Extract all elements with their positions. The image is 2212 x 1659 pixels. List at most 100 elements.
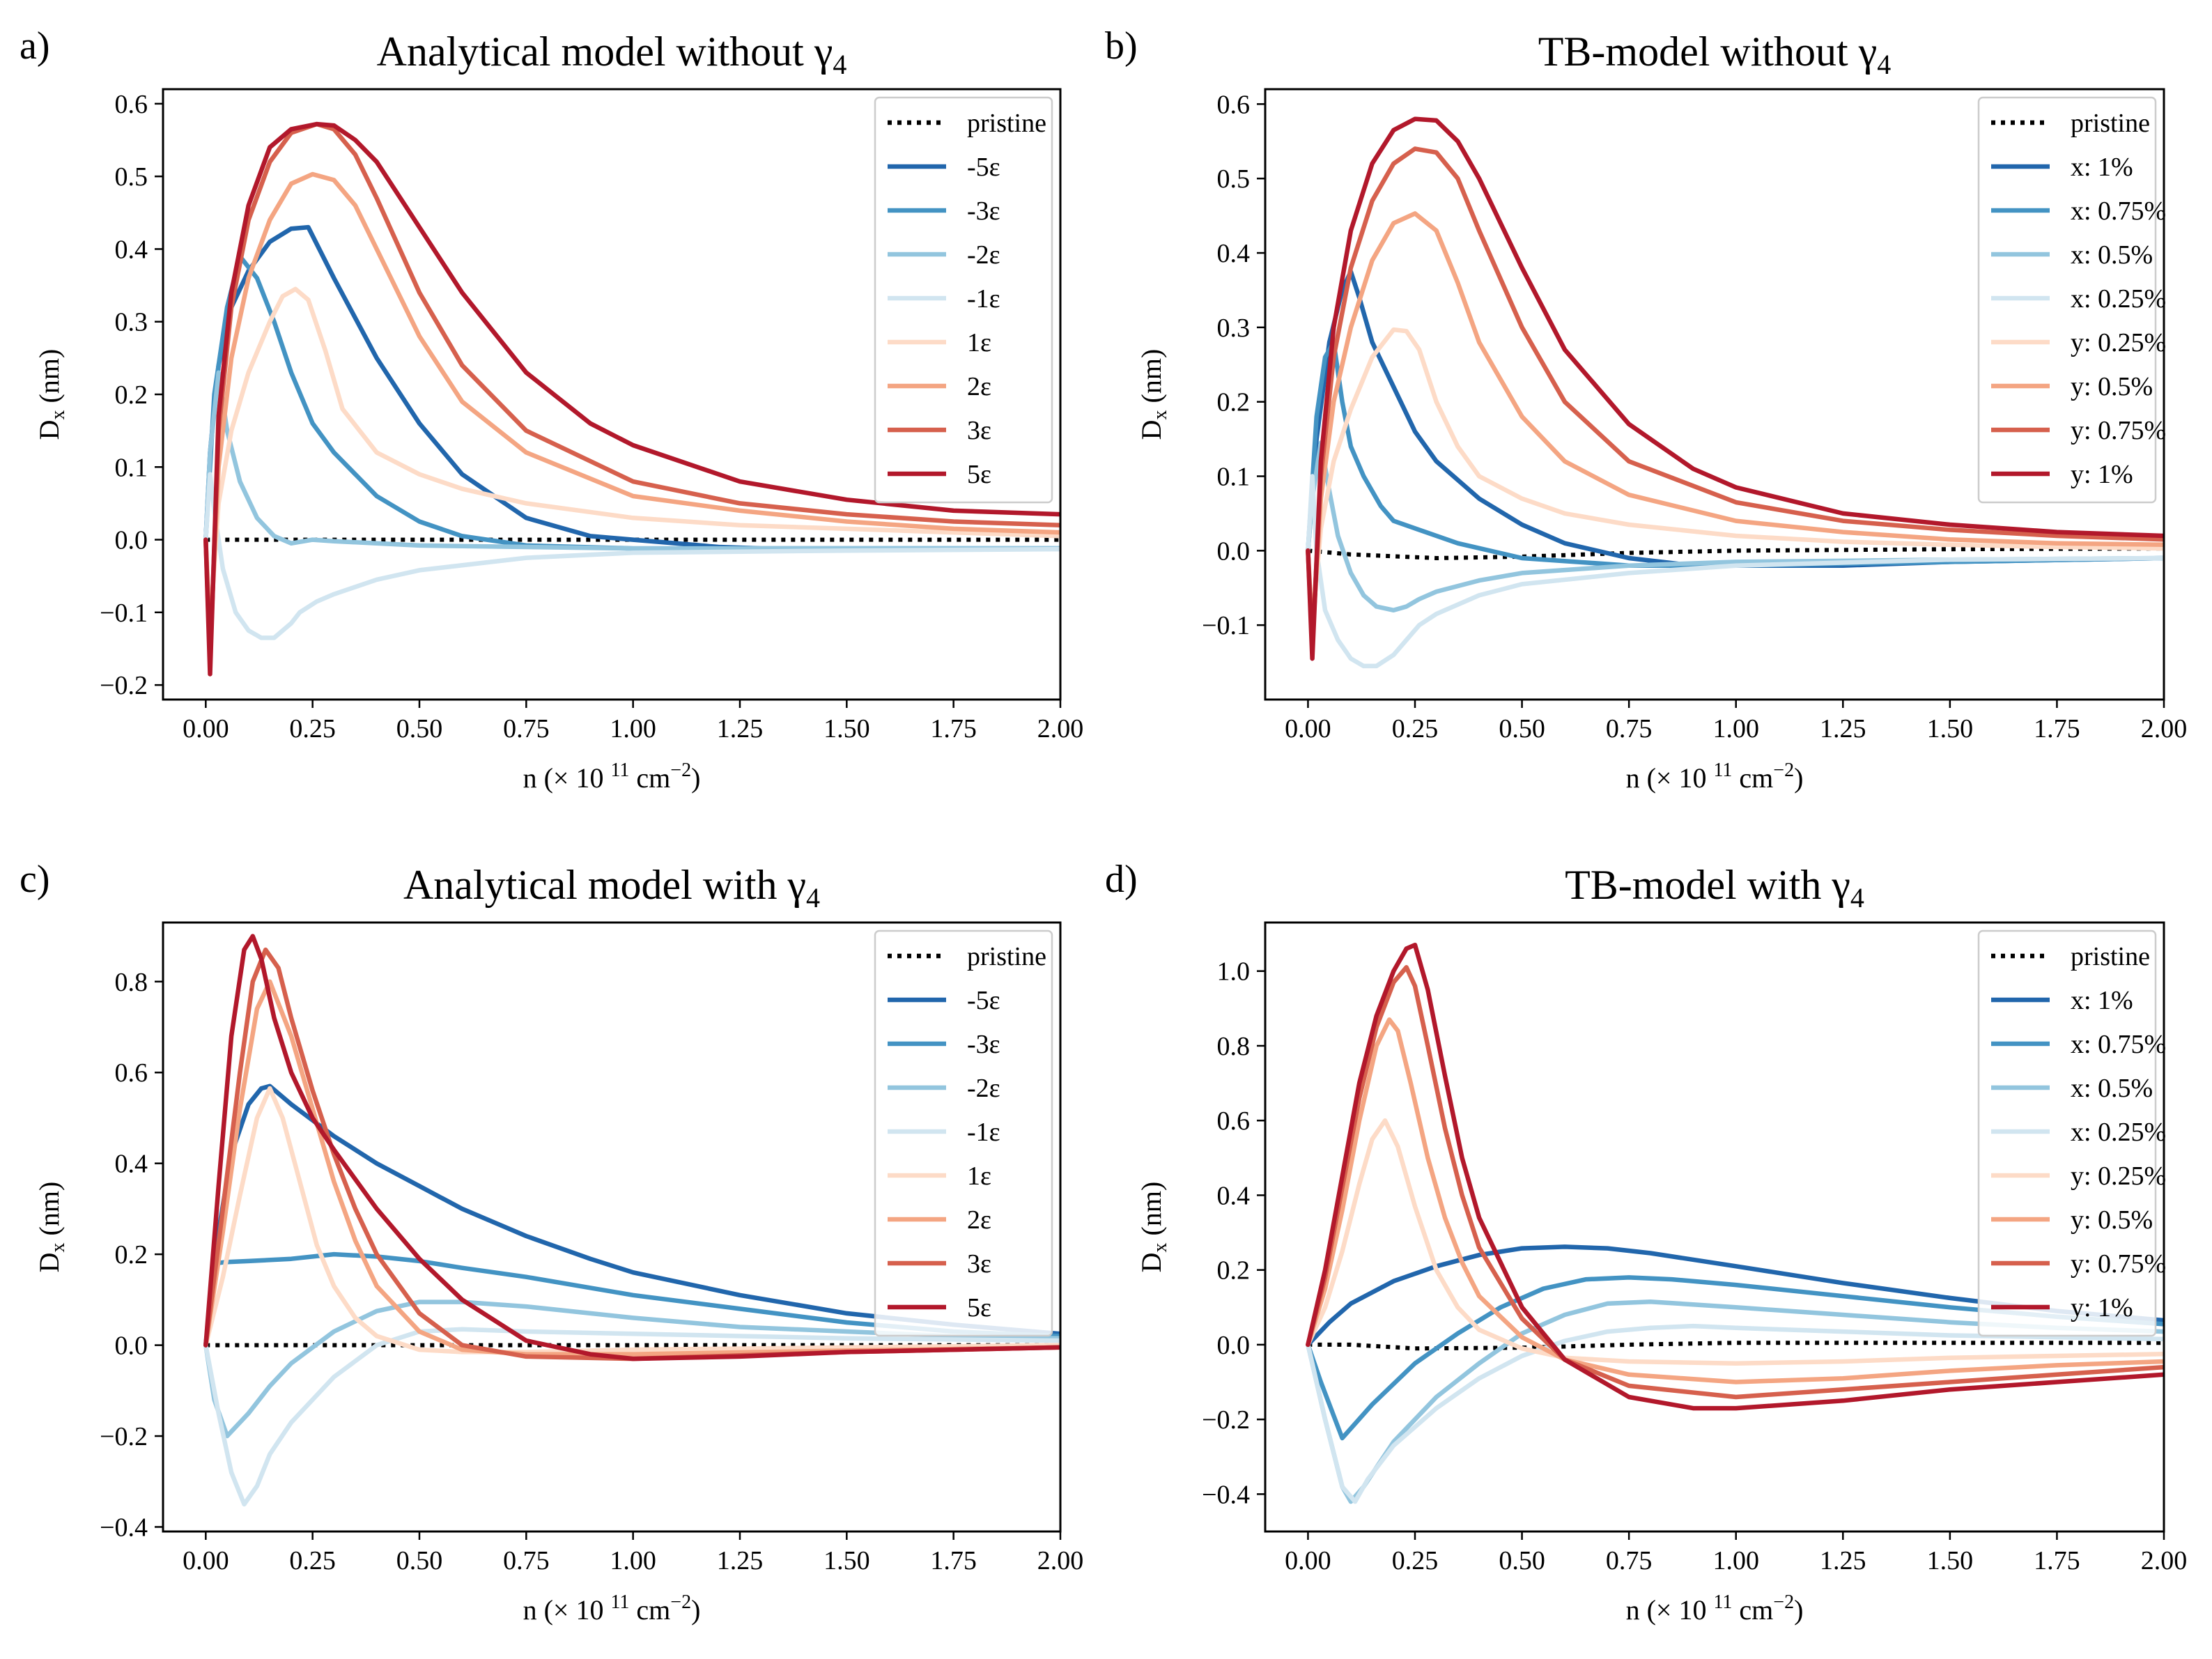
legend-label: x: 1% [2071, 986, 2133, 1015]
legend-label: x: 0.75% [2071, 196, 2166, 226]
legend-label: 5ε [967, 460, 991, 489]
legend-label: -1ε [967, 284, 1000, 314]
axes-frame [162, 921, 1062, 1533]
legend-label: -3ε [967, 196, 1000, 226]
x-tick-label: 0.50 [396, 1546, 443, 1575]
legend-box [874, 929, 1053, 1337]
y-tick-label: −0.1 [1202, 611, 1250, 640]
y-tick-label: −0.2 [100, 671, 148, 700]
series-line-4 [203, 1327, 1060, 1507]
x-tick-label: 1.75 [930, 1546, 977, 1575]
x-tick-label: 1.50 [1927, 1546, 1974, 1575]
y-tick-label: 0.6 [1217, 90, 1251, 119]
series-line-8 [1306, 942, 2164, 1411]
x-tick-label: 1.00 [1712, 1546, 1759, 1575]
series-line-8 [203, 934, 1060, 1361]
y-tick-label: −0.4 [100, 1513, 148, 1542]
legend-label: x: 0.25% [2071, 1118, 2166, 1147]
y-tick-label: 0.0 [115, 1332, 148, 1361]
legend-label: pristine [2071, 109, 2150, 138]
legend-label: 5ε [967, 1293, 991, 1322]
x-tick-label: 0.75 [1606, 1546, 1653, 1575]
panel-letter: c) [20, 858, 50, 901]
x-tick-label: 2.00 [1037, 714, 1084, 743]
series-line-5 [1306, 1118, 2164, 1366]
panel-d: d) TB-model with γ4 0.00 0.25 0.50 0.75 1.00 1.… [1105, 858, 2187, 1626]
x-tick-label: 0.25 [289, 714, 336, 743]
panel-c: c) Analytical model with γ4 0.00 0.25 0.50 0.… [20, 858, 1083, 1626]
x-axis-label: n (× 10 11 cm−2) [523, 759, 701, 794]
x-tick-label: 0.25 [1392, 714, 1439, 743]
x-tick-label: 1.25 [1820, 714, 1866, 743]
y-tick-label: −0.2 [100, 1422, 148, 1451]
x-tick-label: 2.00 [2141, 1546, 2188, 1575]
legend-label: 1ε [967, 328, 991, 357]
x-tick-label: 1.00 [1712, 714, 1759, 743]
legend-label: 3ε [967, 416, 991, 445]
y-tick-label: −0.2 [1202, 1405, 1250, 1435]
legend-label: y: 0.5% [2071, 1205, 2153, 1235]
x-tick-label: 0.50 [1499, 1546, 1545, 1575]
x-tick-label: 1.75 [2034, 714, 2080, 743]
y-tick-label: 0.4 [1217, 239, 1251, 268]
y-tick-label: 0.4 [1217, 1181, 1251, 1210]
legend: pristine x: 1% x: 0.75% x: 0.5% x: 0.25% y: 0… [1977, 96, 2166, 504]
series-line-2 [1306, 1275, 2164, 1441]
x-tick-label: 0.00 [183, 1546, 229, 1575]
series-line-1 [203, 1083, 1060, 1348]
series-line-1 [1306, 1244, 2164, 1348]
y-tick-label: 0.6 [115, 1058, 148, 1088]
y-tick-label: 0.1 [1217, 463, 1251, 492]
legend-label: -5ε [967, 986, 1000, 1015]
y-tick-label: 0.6 [115, 90, 148, 119]
legend-label: 3ε [967, 1249, 991, 1279]
y-tick-label: 0.0 [1217, 1331, 1251, 1360]
legend-label: y: 1% [2071, 1293, 2133, 1322]
chart-title: Analytical model with γ4 [403, 862, 820, 913]
chart-title: TB-model with γ4 [1565, 862, 1864, 913]
legend-box [1977, 929, 2157, 1337]
y-tick-label: 0.1 [115, 453, 148, 482]
y-tick-label: 0.2 [1217, 388, 1251, 417]
legend-label: x: 0.5% [2071, 1074, 2153, 1103]
x-tick-label: 0.75 [1606, 714, 1653, 743]
legend-label: y: 0.25% [2071, 328, 2166, 357]
legend: pristine -5ε -3ε -2ε -1ε 1ε 2ε 3ε 5ε [874, 96, 1053, 504]
legend-box [874, 96, 1053, 504]
legend-label: 2ε [967, 372, 991, 401]
y-axis-label: Dx (nm) [33, 349, 69, 440]
y-tick-label: 0.6 [1217, 1106, 1251, 1136]
series-line-6 [203, 171, 1060, 651]
chart-title: TB-model without γ4 [1538, 29, 1891, 80]
series-line-8 [203, 121, 1060, 677]
x-tick-label: 1.50 [1927, 714, 1974, 743]
y-tick-label: 0.3 [115, 308, 148, 337]
y-tick-label: −0.4 [1202, 1480, 1250, 1509]
y-tick-label: 0.4 [115, 235, 148, 264]
axes-frame [1264, 88, 2165, 701]
series-line-4 [1306, 474, 2164, 669]
panel-letter: b) [1105, 24, 1138, 68]
legend-label: -3ε [967, 1030, 1000, 1059]
x-tick-label: 0.50 [396, 714, 443, 743]
y-tick-label: 0.3 [1217, 314, 1251, 343]
y-axis-label: Dx (nm) [1136, 349, 1171, 440]
x-tick-label: 1.50 [823, 714, 870, 743]
y-tick-label: 0.5 [1217, 164, 1251, 194]
series-line-5 [203, 286, 1060, 629]
panel-letter: d) [1105, 858, 1138, 901]
chart-title: Analytical model without γ4 [377, 29, 847, 80]
legend-label: y: 0.5% [2071, 372, 2153, 401]
legend-label: -1ε [967, 1118, 1000, 1147]
x-tick-label: 0.00 [1285, 714, 1331, 743]
y-axis-label: Dx (nm) [33, 1182, 69, 1273]
x-tick-label: 0.00 [183, 714, 229, 743]
series-line-6 [1306, 1017, 2164, 1384]
x-tick-label: 0.00 [1285, 1546, 1331, 1575]
legend-label: pristine [967, 109, 1046, 138]
x-tick-label: 2.00 [1037, 1546, 1084, 1575]
x-tick-label: 1.25 [717, 714, 764, 743]
x-tick-label: 1.50 [823, 1546, 870, 1575]
x-tick-label: 0.75 [503, 1546, 550, 1575]
